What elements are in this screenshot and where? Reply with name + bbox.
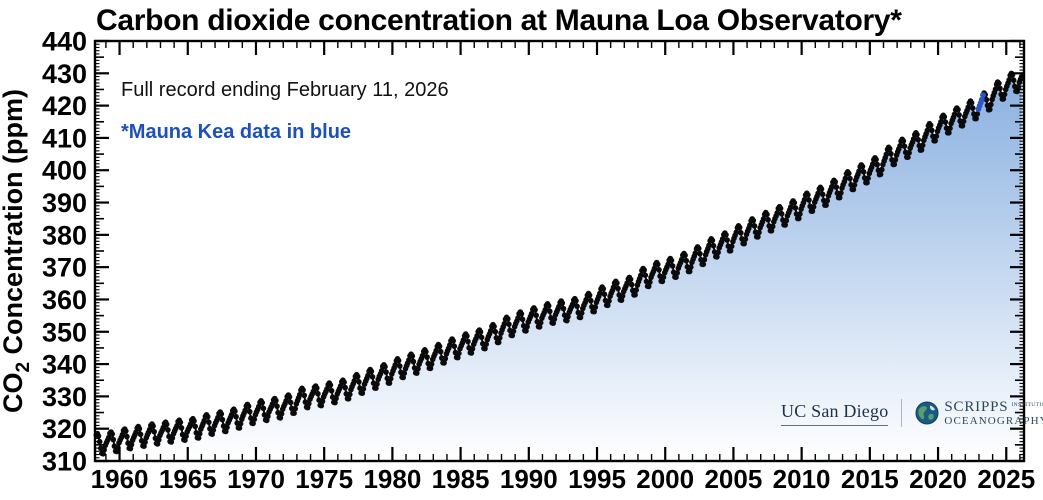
svg-text:340: 340 [42, 350, 87, 380]
scripps-institution-of: INSTITUTION OF [1011, 401, 1043, 408]
svg-text:330: 330 [42, 382, 87, 412]
svg-text:310: 310 [42, 447, 87, 477]
axis-tick-labels: 1960 1965 1970 1975 1980 1985 1990 1995 2000 2005… [42, 27, 1035, 495]
svg-text:440: 440 [42, 27, 87, 57]
svg-text:350: 350 [42, 317, 87, 347]
scripps-wordmark: SCRIPPS [944, 398, 1009, 415]
svg-text:370: 370 [42, 253, 87, 283]
svg-text:320: 320 [42, 414, 87, 444]
scripps-wordmark-block: SCRIPPS INSTITUTION OF OCEANOGRAPHY [944, 398, 1043, 427]
svg-text:1970: 1970 [227, 464, 285, 494]
svg-text:2000: 2000 [636, 464, 694, 494]
logo-divider [901, 399, 903, 427]
svg-text:1965: 1965 [159, 464, 217, 494]
scripps-globe-icon [915, 401, 939, 425]
svg-text:2020: 2020 [909, 464, 967, 494]
svg-text:1995: 1995 [568, 464, 626, 494]
y-axis-title: CO2 Concentration (ppm) [0, 89, 34, 413]
svg-text:2015: 2015 [841, 464, 899, 494]
svg-text:420: 420 [42, 91, 87, 121]
chart-axes [93, 39, 1026, 463]
svg-text:400: 400 [42, 156, 87, 186]
svg-text:1975: 1975 [295, 464, 353, 494]
logo-lockup: UC San Diego SCRIPPS INSTITUTION OF OCEA… [781, 399, 1043, 427]
svg-text:360: 360 [42, 285, 87, 315]
co2-area-fill [96, 73, 1022, 462]
scripps-logo: SCRIPPS INSTITUTION OF OCEANOGRAPHY [915, 398, 1043, 427]
svg-text:1980: 1980 [363, 464, 421, 494]
svg-text:410: 410 [42, 123, 87, 153]
scripps-oceanography: OCEANOGRAPHY [944, 414, 1043, 427]
svg-text:1985: 1985 [432, 464, 490, 494]
svg-text:2005: 2005 [704, 464, 762, 494]
svg-text:1990: 1990 [500, 464, 558, 494]
mauna-kea-note: *Mauna Kea data in blue [121, 121, 352, 143]
svg-text:380: 380 [42, 220, 87, 250]
record-ending-note: Full record ending February 11, 2026 [121, 79, 449, 101]
chart-title: Carbon dioxide concentration at Mauna Lo… [96, 4, 902, 37]
ucsd-logo: UC San Diego [781, 401, 889, 426]
svg-text:430: 430 [42, 59, 87, 89]
svg-text:1960: 1960 [91, 464, 149, 494]
svg-text:2010: 2010 [773, 464, 831, 494]
svg-text:2025: 2025 [977, 464, 1035, 494]
svg-text:390: 390 [42, 188, 87, 218]
